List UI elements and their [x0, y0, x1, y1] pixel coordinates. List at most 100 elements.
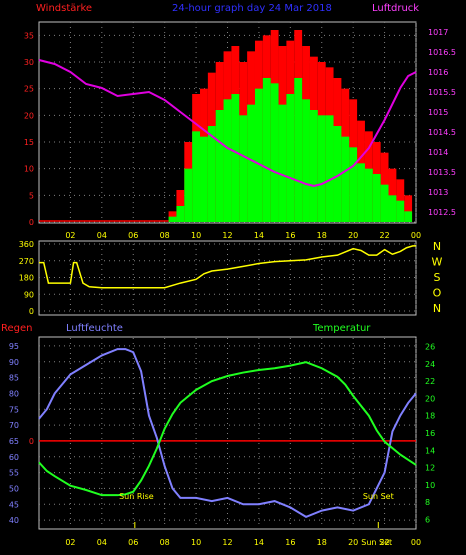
wind-bar — [357, 163, 365, 222]
direction-tick-label: 0 — [29, 307, 34, 316]
wind-tick-label: 20 — [24, 111, 34, 120]
wind-bar — [349, 147, 358, 222]
pressure-tick-label: 1014.5 — [428, 128, 456, 137]
sunrise-label: Sun Rise — [119, 492, 154, 501]
wind-bar — [262, 78, 271, 222]
temperature-line — [38, 361, 417, 497]
pressure-tick-label: 1015.5 — [428, 88, 456, 97]
x-tick-label: 00 — [411, 231, 421, 240]
wind-bar — [380, 184, 389, 222]
humidity-tick-label: 65 — [9, 437, 19, 446]
humidity-line — [38, 348, 417, 519]
temperature-tick-label: 22 — [425, 377, 435, 386]
chart-title: 24-hour graph day 24 Mar 2018 — [172, 3, 332, 14]
humidity-tick-label: 85 — [9, 374, 19, 383]
compass-label: N — [433, 302, 441, 315]
x-tick-label: 04 — [97, 231, 107, 240]
wind-bar — [333, 126, 342, 222]
x-tick-label: 12 — [222, 231, 232, 240]
temperature-tick-label: 18 — [425, 412, 435, 421]
humidity-tick-label: 55 — [9, 469, 19, 478]
direction-tick-label: 360 — [19, 240, 34, 249]
x-tick-label: 12 — [222, 538, 232, 547]
x-tick-label: 02 — [65, 231, 75, 240]
compass-label: W — [432, 256, 443, 269]
pressure-axis-label: Luftdruck — [372, 3, 419, 14]
humidity-axis-label: Luftfeuchte — [66, 323, 123, 334]
humidity-tick-label: 40 — [9, 516, 19, 525]
x-tick-label: 10 — [191, 231, 201, 240]
wind-bar — [176, 206, 185, 222]
x-tick-label: 10 — [191, 538, 201, 547]
pressure-tick-label: 1015 — [428, 108, 448, 117]
wind-bar — [207, 126, 216, 222]
wind-bar — [372, 174, 381, 222]
x-tick-label: 06 — [128, 538, 138, 547]
wind-tick-label: 10 — [24, 165, 34, 174]
wind-bar — [341, 136, 350, 222]
wind-bar — [247, 104, 255, 222]
wind-bar — [302, 99, 310, 222]
wind-bar — [270, 83, 279, 222]
pressure-tick-label: 1014 — [428, 148, 448, 157]
compass-label: N — [433, 240, 441, 253]
wind-bar — [192, 131, 201, 222]
humidity-tick-label: 50 — [9, 484, 19, 493]
compass-label: O — [433, 287, 442, 300]
x-tick-label: 14 — [254, 538, 264, 547]
humidity-tick-label: 70 — [9, 421, 19, 430]
humidity-tick-label: 45 — [9, 500, 19, 509]
x-tick-label: 20 — [348, 231, 358, 240]
x-tick-label: 22 — [379, 538, 389, 547]
pressure-tick-label: 1013 — [428, 188, 448, 197]
sunset-label: Sun Set — [363, 492, 394, 501]
direction-line — [39, 245, 416, 289]
humidity-tick-label: 80 — [9, 389, 19, 398]
wind-tick-label: 35 — [24, 31, 34, 40]
wind-bar — [184, 168, 193, 222]
temperature-tick-label: 12 — [425, 464, 435, 473]
wind-bar — [223, 99, 232, 222]
wind-tick-label: 30 — [24, 58, 34, 67]
wind-bar — [215, 110, 224, 222]
temperature-tick-label: 10 — [425, 481, 435, 490]
wind-bar — [294, 78, 303, 222]
wind-bar — [364, 168, 373, 222]
wind-tick-label: 15 — [24, 138, 34, 147]
direction-tick-label: 270 — [19, 257, 34, 266]
pressure-tick-label: 1012.5 — [428, 208, 456, 217]
rain-axis-label: Regen — [1, 323, 33, 334]
x-tick-label: 18 — [317, 231, 327, 240]
x-tick-label: 04 — [97, 538, 107, 547]
wind-bar — [231, 94, 240, 222]
x-tick-label: 16 — [285, 231, 295, 240]
temperature-axis-label: Temperatur — [312, 323, 371, 334]
wind-bar — [396, 200, 405, 222]
humidity-tick-label: 90 — [9, 358, 19, 367]
humidity-tick-label: 60 — [9, 453, 19, 462]
wind-bar — [317, 115, 326, 222]
sunset-axis-label: Sun Set — [361, 538, 392, 547]
pressure-tick-label: 1017 — [428, 28, 448, 37]
direction-tick-label: 180 — [19, 274, 34, 283]
wind-bar — [286, 94, 295, 222]
x-tick-label: 18 — [317, 538, 327, 547]
humidity-tick-label: 75 — [9, 405, 19, 414]
wind-bar — [239, 115, 248, 222]
gust-bar — [168, 211, 177, 222]
wind-bar — [388, 195, 397, 222]
chart-marks: 02 04 06 08 10 12 14 16 18 20 22 000510152025303510… — [9, 22, 456, 547]
wind-bar — [168, 216, 177, 222]
temperature-tick-label: 26 — [425, 343, 435, 352]
temperature-tick-label: 8 — [425, 498, 430, 507]
temperature-tick-label: 14 — [425, 446, 435, 455]
temperature-tick-label: 24 — [425, 360, 435, 369]
wind-tick-label: 25 — [24, 85, 34, 94]
wind-bar — [404, 211, 413, 222]
temperature-tick-label: 6 — [425, 515, 430, 524]
temperature-tick-label: 20 — [425, 394, 435, 403]
gust-bar — [396, 179, 405, 222]
pressure-tick-label: 1013.5 — [428, 168, 456, 177]
x-tick-label: 08 — [160, 538, 170, 547]
compass-label: S — [434, 271, 441, 284]
